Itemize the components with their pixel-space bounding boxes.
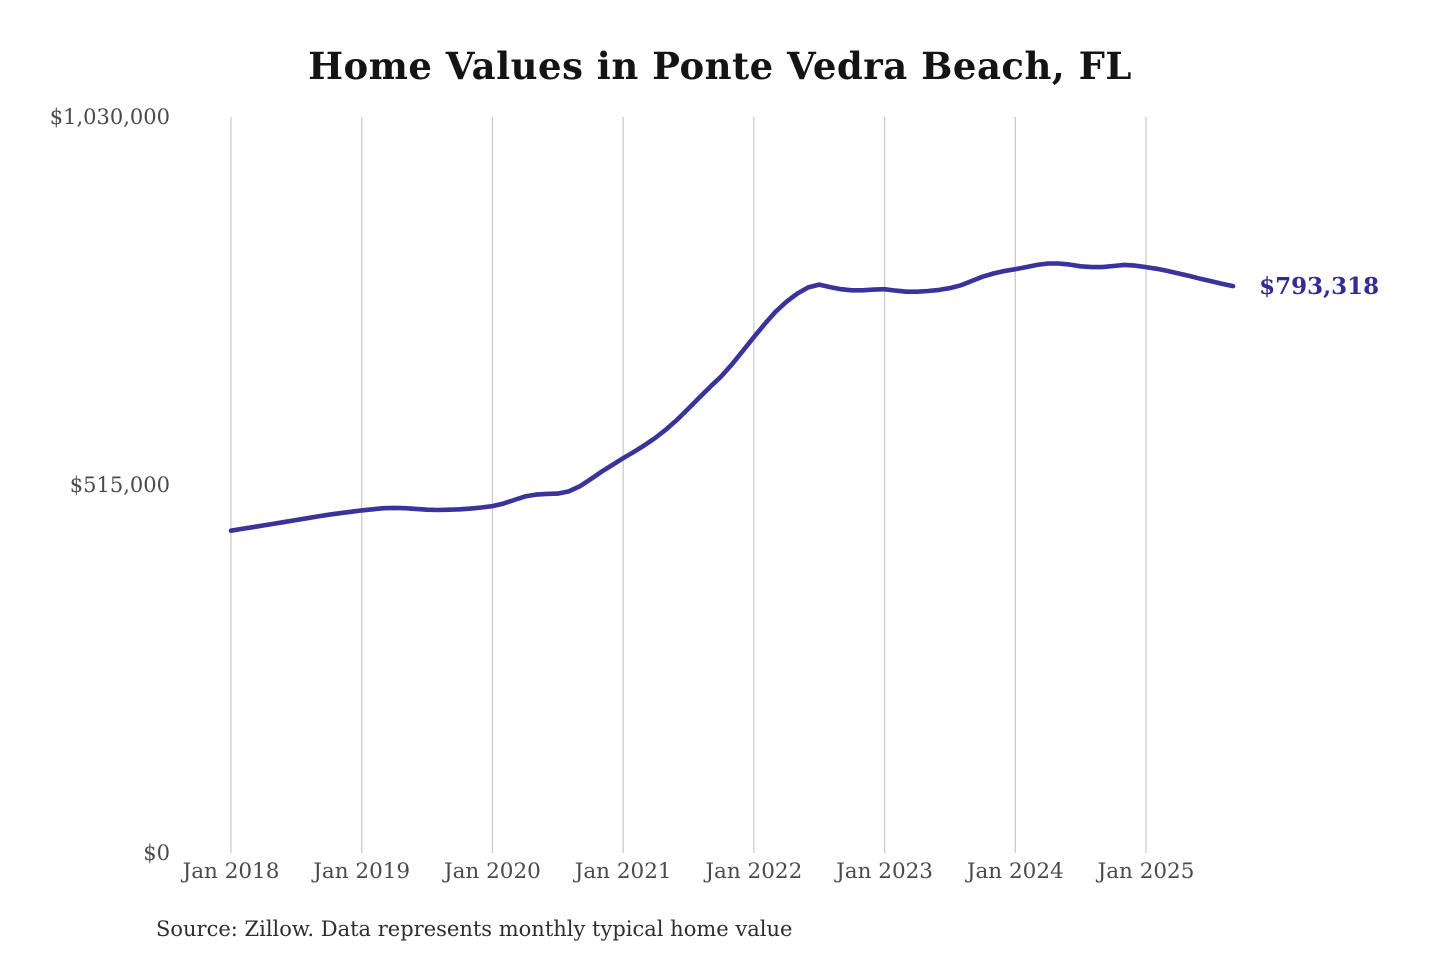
- y-tick-label: $1,030,000: [50, 105, 170, 129]
- x-tick-label: Jan 2024: [965, 859, 1064, 884]
- x-tick-label: Jan 2020: [442, 859, 541, 884]
- y-tick-label: $0: [143, 841, 170, 865]
- x-tick-label: Jan 2025: [1096, 859, 1195, 884]
- x-tick-label: Jan 2019: [311, 859, 410, 884]
- x-tick-label: Jan 2021: [573, 859, 672, 884]
- chart-title: Home Values in Ponte Vedra Beach, FL: [308, 44, 1132, 88]
- end-value-label: $793,318: [1259, 273, 1379, 300]
- y-tick-label: $515,000: [70, 473, 170, 497]
- x-tick-label: Jan 2022: [703, 859, 802, 884]
- home-value-line: [228, 261, 1236, 533]
- source-note: Source: Zillow. Data represents monthly …: [156, 917, 793, 941]
- x-tick-label: Jan 2018: [181, 859, 280, 884]
- x-tick-label: Jan 2023: [834, 859, 933, 884]
